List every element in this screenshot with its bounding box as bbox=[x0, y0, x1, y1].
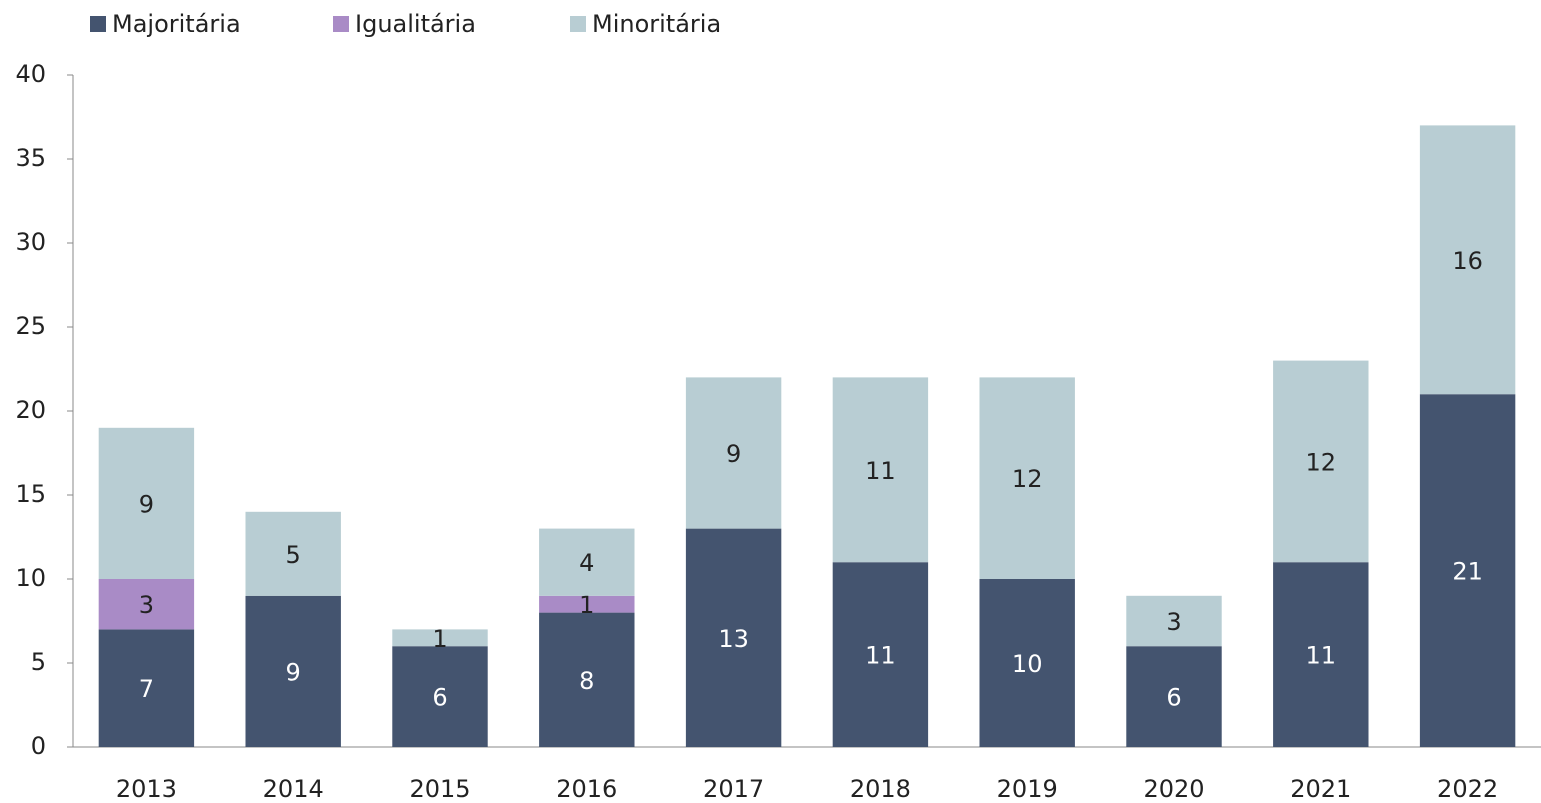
y-tick-label: 15 bbox=[15, 480, 46, 508]
bar-segment bbox=[539, 612, 635, 747]
data-label: 9 bbox=[286, 658, 301, 686]
data-label: 4 bbox=[579, 549, 594, 577]
x-tick-label: 2021 bbox=[1290, 775, 1351, 803]
bar-segment bbox=[1126, 595, 1222, 647]
x-tick-label: 2020 bbox=[1143, 775, 1204, 803]
bar-segment bbox=[98, 629, 195, 747]
bar-segment bbox=[1273, 562, 1369, 747]
bar-segment bbox=[832, 377, 929, 563]
bar-segment bbox=[539, 528, 635, 596]
data-label: 5 bbox=[286, 541, 301, 569]
x-tick-label: 2016 bbox=[556, 775, 617, 803]
legend-swatch bbox=[333, 16, 349, 32]
data-label: 1 bbox=[579, 591, 594, 619]
bar-segment bbox=[539, 595, 635, 613]
data-label: 16 bbox=[1452, 247, 1483, 275]
x-tick-label: 2017 bbox=[703, 775, 764, 803]
bar-segment bbox=[1419, 125, 1516, 395]
bar-segment bbox=[979, 579, 1075, 747]
bar-segment bbox=[1273, 360, 1369, 563]
bar-segment bbox=[1126, 646, 1222, 747]
data-label: 11 bbox=[865, 642, 896, 670]
legend-swatch bbox=[90, 16, 106, 32]
x-tick-label: 2013 bbox=[116, 775, 177, 803]
x-tick-label: 2014 bbox=[263, 775, 324, 803]
data-label: 9 bbox=[726, 440, 741, 468]
data-label: 12 bbox=[1306, 448, 1337, 476]
x-tick-label: 2022 bbox=[1437, 775, 1498, 803]
bar-segment bbox=[392, 629, 488, 647]
data-label: 11 bbox=[1306, 642, 1337, 670]
bar-segment bbox=[979, 377, 1075, 579]
data-label: 9 bbox=[139, 490, 154, 518]
y-tick-label: 40 bbox=[15, 60, 46, 88]
data-label: 3 bbox=[1166, 608, 1181, 636]
y-tick-label: 10 bbox=[15, 564, 46, 592]
data-label: 10 bbox=[1012, 650, 1043, 678]
bar-segment bbox=[245, 595, 341, 747]
y-tick-label: 0 bbox=[31, 732, 46, 760]
bar-segment bbox=[245, 511, 341, 596]
legend-label: Minoritária bbox=[592, 10, 721, 38]
data-label: 8 bbox=[579, 667, 594, 695]
bar-segment bbox=[98, 579, 195, 630]
y-tick-label: 35 bbox=[15, 144, 46, 172]
y-tick-label: 25 bbox=[15, 312, 46, 340]
bar-segment bbox=[1419, 394, 1516, 747]
data-label: 7 bbox=[139, 675, 154, 703]
data-label: 6 bbox=[1166, 684, 1181, 712]
bar-segment bbox=[98, 427, 195, 579]
bar-segment bbox=[685, 377, 782, 529]
data-label: 1 bbox=[432, 625, 447, 653]
x-tick-label: 2019 bbox=[997, 775, 1058, 803]
x-tick-label: 2018 bbox=[850, 775, 911, 803]
data-label: 6 bbox=[432, 684, 447, 712]
data-label: 3 bbox=[139, 591, 154, 619]
bar-segment bbox=[685, 528, 782, 747]
y-tick-label: 5 bbox=[31, 648, 46, 676]
bar-segment bbox=[392, 646, 488, 747]
legend-label: Majoritária bbox=[112, 10, 241, 38]
data-label: 21 bbox=[1452, 558, 1483, 586]
y-tick-label: 30 bbox=[15, 228, 46, 256]
x-tick-label: 2015 bbox=[409, 775, 470, 803]
legend-swatch bbox=[570, 16, 586, 32]
y-tick-label: 20 bbox=[15, 396, 46, 424]
bar-segment bbox=[832, 562, 929, 747]
data-label: 11 bbox=[865, 457, 896, 485]
legend-label: Igualitária bbox=[355, 10, 476, 38]
data-label: 12 bbox=[1012, 465, 1043, 493]
data-label: 13 bbox=[718, 625, 749, 653]
